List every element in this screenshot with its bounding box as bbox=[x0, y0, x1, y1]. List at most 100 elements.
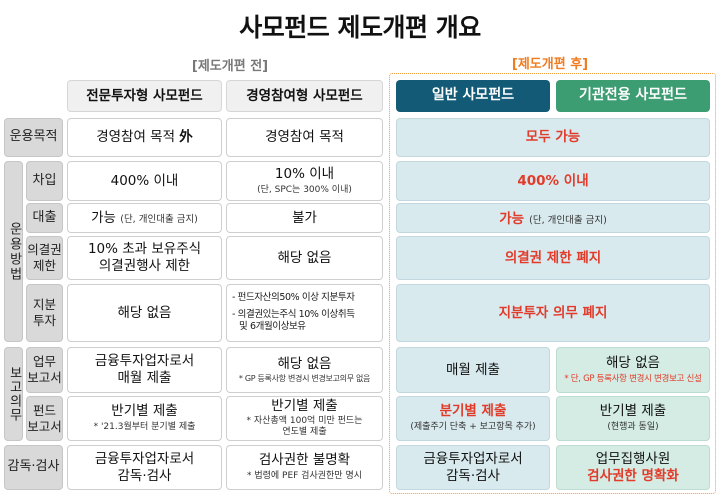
row-label-equity-investment: 지분 투자 bbox=[26, 284, 63, 342]
row-label-supervision: 감독·검사 bbox=[4, 445, 63, 490]
cell-supervision-management: 검사권한 불명확 * 법령에 PEF 검사권한만 명시 bbox=[226, 445, 383, 490]
cell-text: 400% 이내 bbox=[517, 172, 589, 189]
cell-business-report-general: 매월 제출 bbox=[396, 347, 550, 393]
row-label-fund-report: 펀드 보고서 bbox=[26, 396, 63, 441]
cell-text: 경영참여 목적 外 bbox=[96, 129, 193, 146]
cell-equity-after: 지분투자 의무 폐지 bbox=[396, 284, 710, 342]
cell-note: (단, 개인대출 금지) bbox=[120, 213, 198, 225]
cell-text-line: 감독·검사 bbox=[117, 467, 172, 484]
cell-fund-report-general: 분기별 제출 (제출주기 단축 + 보고항목 추가) bbox=[396, 396, 550, 441]
row-label-line: 지분 bbox=[32, 297, 56, 313]
row-label-voting-limit: 의결권 제한 bbox=[26, 236, 63, 280]
cell-equity-professional: 해당 없음 bbox=[67, 284, 222, 342]
group-label-operation-method: 운용방법 bbox=[4, 161, 23, 342]
row-label-purpose: 운용목적 bbox=[4, 118, 63, 157]
cell-note: (단, SPC는 300% 이내) bbox=[257, 184, 352, 195]
cell-text: 해당 없음 bbox=[277, 355, 332, 372]
cell-text-line: 10% 초과 보유주식 bbox=[87, 241, 202, 258]
column-header-label: 경영참여형 사모펀드 bbox=[246, 87, 363, 104]
cell-text: 경영참여 목적 bbox=[265, 129, 344, 146]
column-header-label: 일반 사모펀드 bbox=[431, 87, 515, 104]
column-header-institutional-fund: 기관전용 사모펀드 bbox=[556, 80, 710, 112]
cell-text: 반기별 제출 bbox=[271, 398, 338, 415]
cell-equity-management: - 펀드자산의50% 이상 지분투자 - 의결권있는주식 10% 이상취득 및 … bbox=[226, 284, 383, 342]
group-label-reporting-duty: 보고의무 bbox=[4, 347, 23, 441]
cell-purpose-professional: 경영참여 목적 外 bbox=[67, 118, 222, 157]
cell-text-main: 가능 bbox=[91, 209, 116, 226]
cell-note: (제출주기 단축 + 보고항목 추가) bbox=[410, 422, 536, 433]
cell-fund-report-institutional: 반기별 제출 (현행과 동일) bbox=[556, 396, 710, 441]
row-label-line: 보고서 bbox=[27, 418, 62, 434]
cell-note: * 단, GP 등록사항 변경시 변경보고 신설 bbox=[564, 374, 702, 385]
cell-loan-professional: 가능 (단, 개인대출 금지) bbox=[67, 203, 222, 233]
cell-text: 모두 가능 bbox=[525, 129, 581, 146]
row-label-line: 의결권 bbox=[27, 242, 62, 258]
cell-note: 연도별 제출 bbox=[282, 427, 327, 438]
cell-text: 분기별 제출 bbox=[439, 403, 507, 420]
row-label-text: 감독·검사 bbox=[7, 459, 60, 475]
row-label-text: 차입 bbox=[32, 172, 57, 188]
cell-note: * GP 등록사항 변경시 변경보고의무 없음 bbox=[238, 374, 371, 384]
group-label-text: 운용방법 bbox=[6, 221, 22, 282]
cell-text-line: 감독·검사 bbox=[446, 467, 500, 484]
cell-text: 의결권 제한 폐지 bbox=[504, 249, 602, 266]
cell-text: 가능 (단, 개인대출 금지) bbox=[499, 208, 607, 228]
cell-business-report-management: 해당 없음 * GP 등록사항 변경시 변경보고의무 없음 bbox=[226, 347, 383, 393]
cell-voting-management: 해당 없음 bbox=[226, 236, 383, 280]
cell-text-line: 매월 제출 bbox=[117, 370, 172, 386]
cell-voting-professional: 10% 초과 보유주식 의결권행사 제한 bbox=[67, 236, 222, 280]
cell-text: 불가 bbox=[292, 209, 317, 226]
column-header-label: 전문투자형 사모펀드 bbox=[86, 87, 203, 104]
cell-text: 10% 이내 bbox=[274, 165, 335, 182]
bullet-line: 및 6개월이상보유 bbox=[239, 321, 306, 333]
row-label-line: 펀드 bbox=[32, 402, 56, 418]
bullet-line: - 펀드자산의50% 이상 지분투자 bbox=[232, 292, 355, 304]
cell-borrowing-professional: 400% 이내 bbox=[67, 161, 222, 201]
cell-text: 해당 없음 bbox=[117, 304, 172, 321]
group-label-text: 보고의무 bbox=[6, 366, 22, 422]
cell-purpose-after: 모두 가능 bbox=[396, 118, 710, 157]
cell-note: * '21.3월부터 분기별 제출 bbox=[93, 422, 196, 433]
cell-text: 검사권한 불명확 bbox=[258, 452, 351, 469]
cell-text: 400% 이내 bbox=[110, 172, 179, 189]
column-header-professional-fund: 전문투자형 사모펀드 bbox=[67, 80, 222, 112]
cell-text-main: 가능 bbox=[499, 211, 525, 227]
column-header-label: 기관전용 사모펀드 bbox=[579, 87, 687, 104]
cell-text-line: 업무집행사원 bbox=[595, 450, 671, 467]
row-label-line: 제한 bbox=[32, 258, 56, 273]
cell-note: * 자산총액 100억 미만 펀드는 bbox=[246, 416, 363, 427]
cell-loan-after: 가능 (단, 개인대출 금지) bbox=[396, 203, 710, 233]
column-header-management-fund: 경영참여형 사모펀드 bbox=[226, 80, 383, 112]
cell-voting-after: 의결권 제한 폐지 bbox=[396, 236, 710, 280]
cell-purpose-management: 경영참여 목적 bbox=[226, 118, 383, 157]
row-label-line: 투자 bbox=[32, 313, 56, 328]
row-label-borrowing: 차입 bbox=[26, 161, 63, 201]
cell-text: 반기별 제출 bbox=[599, 403, 667, 420]
cell-loan-management: 불가 bbox=[226, 203, 383, 233]
cell-text: 가능 (단, 개인대출 금지) bbox=[91, 210, 198, 227]
page-title: 사모펀드 제도개편 개요 bbox=[239, 13, 481, 42]
row-label-text: 운용목적 bbox=[9, 129, 58, 145]
row-label-text: 대출 bbox=[32, 209, 57, 225]
cell-fund-report-management: 반기별 제출 * 자산총액 100억 미만 펀드는 연도별 제출 bbox=[226, 396, 383, 441]
cell-text-line: 금융투자업자로서 bbox=[94, 450, 195, 467]
cell-borrowing-after: 400% 이내 bbox=[396, 161, 710, 201]
cell-text: 해당 없음 bbox=[277, 249, 332, 266]
cell-supervision-institutional: 업무집행사원 검사권한 명확화 bbox=[556, 445, 710, 490]
cell-note: (단, 개인대출 금지) bbox=[529, 215, 607, 226]
cell-supervision-general: 금융투자업자로서 감독·검사 bbox=[396, 445, 550, 490]
before-reform-label: [제도개편 전] bbox=[191, 59, 269, 74]
cell-text: 지분투자 의무 폐지 bbox=[498, 304, 608, 321]
column-header-general-fund: 일반 사모펀드 bbox=[396, 80, 550, 112]
cell-note: * 법령에 PEF 검사권한만 명시 bbox=[246, 471, 363, 482]
cell-text-line: 검사권한 명확화 bbox=[587, 467, 679, 484]
cell-borrowing-management: 10% 이내 (단, SPC는 300% 이내) bbox=[226, 161, 383, 201]
cell-text: 해당 없음 bbox=[606, 355, 660, 372]
cell-fund-report-professional: 반기별 제출 * '21.3월부터 분기별 제출 bbox=[67, 396, 222, 441]
after-reform-label: [제도개편 후] bbox=[511, 57, 589, 72]
cell-text: 반기별 제출 bbox=[111, 403, 178, 420]
cell-text: 매월 제출 bbox=[446, 361, 500, 378]
cell-note: (현행과 동일) bbox=[607, 422, 659, 433]
row-label-line: 업무 bbox=[32, 354, 56, 370]
cell-text-prefix: 경영참여 목적 bbox=[96, 129, 180, 146]
